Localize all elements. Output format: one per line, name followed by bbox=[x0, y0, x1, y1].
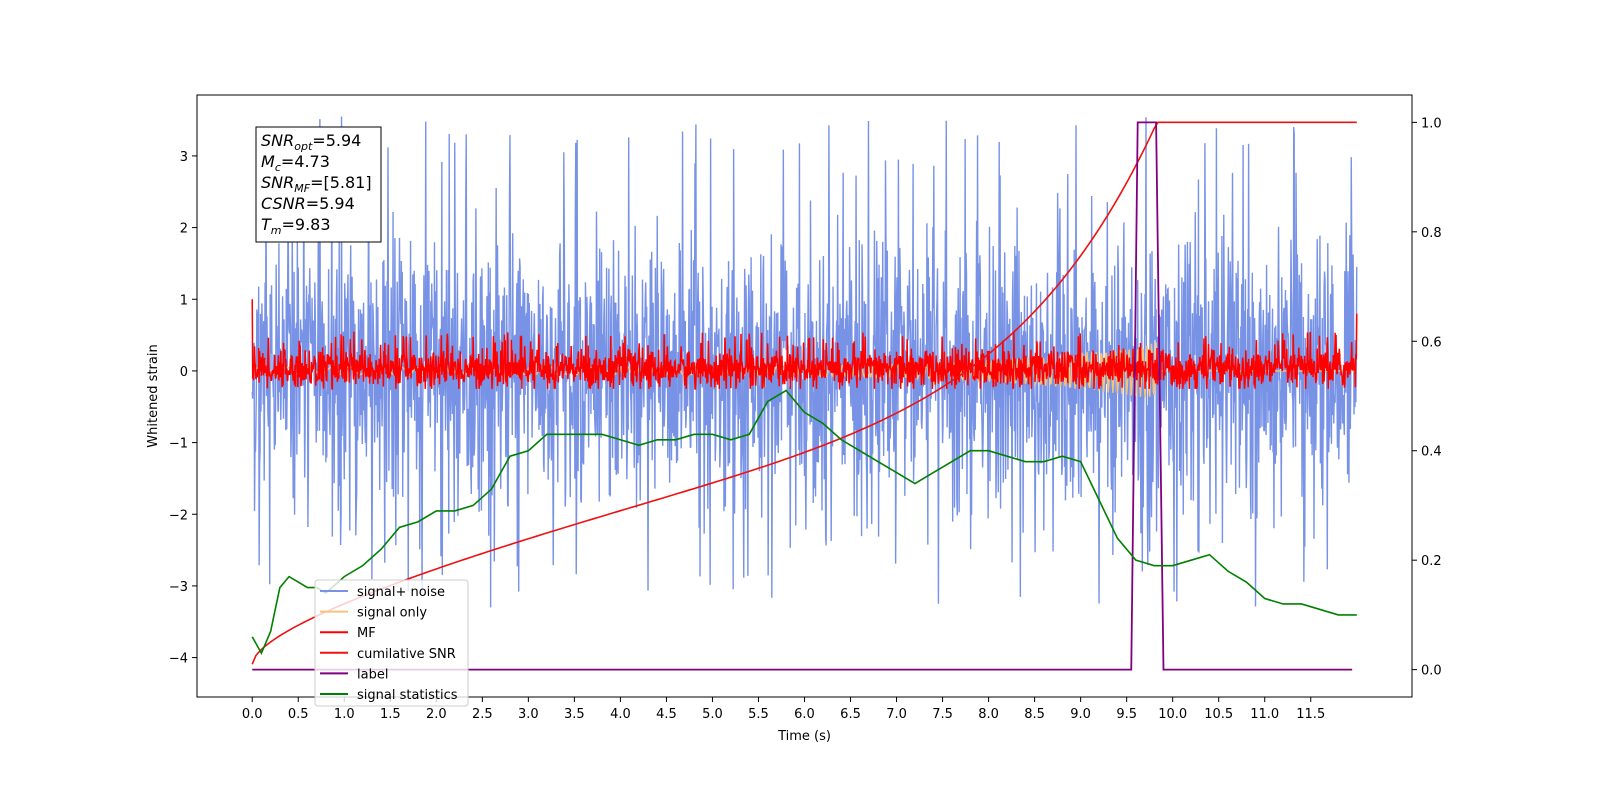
y-left-tick-label: 1 bbox=[180, 293, 188, 308]
x-tick-label: 5.5 bbox=[748, 707, 769, 722]
y-left-tick-label: −3 bbox=[169, 580, 188, 595]
legend-box bbox=[314, 579, 469, 707]
x-tick-label: 6.0 bbox=[794, 707, 815, 722]
annotation-value-mc: 4.73 bbox=[294, 152, 330, 171]
x-tick-label: 7.0 bbox=[886, 707, 907, 722]
y-right-tick-label: 0.4 bbox=[1421, 445, 1442, 460]
legend-label: label bbox=[357, 667, 388, 682]
x-tick-label: 4.5 bbox=[656, 707, 677, 722]
legend-label: signal statistics bbox=[357, 688, 458, 703]
series-signal-statistics-line bbox=[251, 389, 1357, 656]
annotation-box bbox=[255, 126, 382, 243]
x-tick-label: 8.5 bbox=[1024, 707, 1045, 722]
legend-label: signal+ noise bbox=[357, 585, 445, 600]
legend-label: cumilative SNR bbox=[357, 647, 456, 662]
y-right-tick-label: 0.6 bbox=[1421, 335, 1442, 350]
series-label-line bbox=[252, 121, 1353, 671]
x-tick-label: 1.0 bbox=[334, 707, 355, 722]
x-tick-label: 11.0 bbox=[1250, 707, 1279, 722]
x-tick-label: 10.5 bbox=[1204, 707, 1233, 722]
x-axis-label: Time (s) bbox=[777, 729, 831, 744]
y-left-tick-label: −2 bbox=[169, 508, 188, 523]
x-tick-label: 5.0 bbox=[702, 707, 723, 722]
x-tick-label: 7.5 bbox=[932, 707, 953, 722]
y-right-tick-label: 1.0 bbox=[1421, 116, 1442, 131]
x-tick-label: 0.0 bbox=[242, 707, 263, 722]
annotation-value-csnr: 5.94 bbox=[319, 194, 355, 213]
annotation-line-tm: Tm=9.83 bbox=[261, 215, 331, 237]
series-mf-line bbox=[251, 299, 1358, 390]
y-left-tick-label: 0 bbox=[180, 365, 188, 380]
x-tick-label: 10.0 bbox=[1158, 707, 1187, 722]
x-tick-label: 11.5 bbox=[1296, 707, 1325, 722]
y-right-tick-label: 0.0 bbox=[1421, 664, 1442, 679]
y-left-tick-label: −4 bbox=[169, 652, 188, 667]
x-tick-label: 0.5 bbox=[288, 707, 309, 722]
annotation-line-mc: Mc=4.73 bbox=[261, 152, 330, 174]
x-tick-label: 2.5 bbox=[472, 707, 493, 722]
x-tick-label: 6.5 bbox=[840, 707, 861, 722]
annotation-value-snr_mf: [5.81] bbox=[323, 173, 371, 192]
series-signal-noise-line bbox=[251, 116, 1358, 608]
y-right-tick-label: 0.2 bbox=[1421, 554, 1442, 569]
annotation-line-csnr: CSNR=5.94 bbox=[261, 194, 355, 213]
annotation-line-snr_mf: SNRMF=[5.81] bbox=[261, 173, 372, 195]
x-tick-label: 9.5 bbox=[1116, 707, 1137, 722]
y-left-tick-label: −1 bbox=[169, 437, 188, 452]
x-tick-label: 4.0 bbox=[610, 707, 631, 722]
x-tick-label: 9.0 bbox=[1070, 707, 1091, 722]
y-axis-label: Whitened strain bbox=[146, 344, 161, 447]
y-left-tick-label: 2 bbox=[180, 222, 188, 237]
x-tick-label: 1.5 bbox=[380, 707, 401, 722]
y-left-tick-label: 3 bbox=[180, 150, 188, 165]
y-right-tick-label: 0.8 bbox=[1421, 226, 1442, 241]
x-tick-label: 8.0 bbox=[978, 707, 999, 722]
x-tick-label: 2.0 bbox=[426, 707, 447, 722]
x-tick-label: 3.5 bbox=[564, 707, 585, 722]
annotation-value-tm: 9.83 bbox=[295, 215, 331, 234]
annotation-value-snr_opt: 5.94 bbox=[326, 131, 362, 150]
series-cumulative-snr-line bbox=[251, 121, 1357, 665]
annotation-line-snr_opt: SNRopt=5.94 bbox=[261, 131, 361, 153]
x-tick-label: 3.0 bbox=[518, 707, 539, 722]
legend-label: signal only bbox=[357, 606, 427, 621]
legend-label: MF bbox=[357, 626, 376, 641]
